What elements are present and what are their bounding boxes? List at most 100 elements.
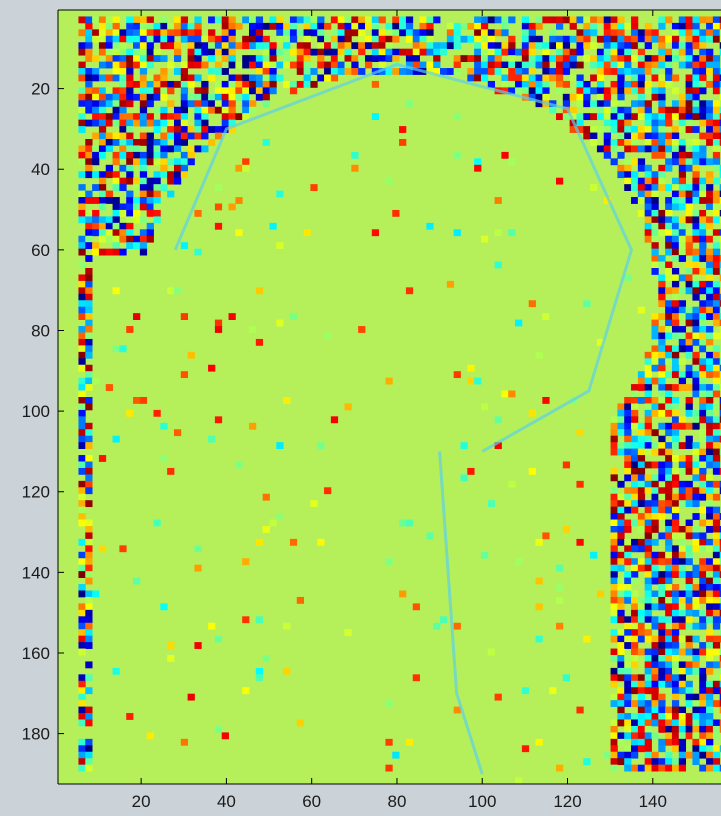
- heatmap-cell: [665, 655, 673, 662]
- heatmap-cell: [651, 29, 659, 37]
- heatmap-cell: [235, 61, 243, 69]
- heatmap-cell: [651, 448, 659, 456]
- heatmap-cell: [631, 197, 639, 204]
- heatmap-cell: [535, 93, 543, 101]
- heatmap-cell: [98, 29, 107, 37]
- heatmap-cell: [173, 119, 182, 127]
- heatmap-cell: [712, 416, 721, 424]
- heatmap-cell: [665, 596, 673, 604]
- heatmap-cell: [269, 61, 277, 69]
- heatmap-cell: [146, 87, 154, 95]
- heatmap-cell: [603, 29, 611, 37]
- heatmap-cell: [624, 416, 632, 424]
- heatmap-cell: [105, 384, 113, 391]
- heatmap-cell: [665, 274, 673, 282]
- heatmap-cell: [167, 287, 175, 295]
- heatmap-cell: [419, 22, 427, 30]
- heatmap-cell: [624, 80, 632, 88]
- heatmap-cell: [153, 216, 161, 224]
- heatmap-cell: [78, 364, 86, 372]
- heatmap-cell: [153, 93, 161, 101]
- heatmap-cell: [637, 377, 646, 385]
- x-tick-label: 20: [132, 792, 151, 811]
- heatmap-cell: [644, 390, 652, 398]
- heatmap-cell: [358, 326, 366, 333]
- heatmap-cell: [78, 461, 86, 469]
- heatmap-cell: [678, 603, 687, 611]
- heatmap-cell: [330, 55, 339, 62]
- heatmap-cell: [719, 429, 721, 437]
- heatmap-cell: [146, 151, 154, 159]
- heatmap-cell: [433, 55, 441, 62]
- heatmap-cell: [194, 48, 202, 56]
- heatmap-cell: [194, 55, 202, 62]
- heatmap-cell: [719, 603, 721, 611]
- heatmap-cell: [658, 132, 666, 140]
- heatmap-cell: [671, 293, 680, 301]
- heatmap-cell: [283, 42, 291, 50]
- heatmap-cell: [644, 190, 652, 198]
- heatmap-cell: [699, 313, 707, 320]
- heatmap-cell: [228, 93, 236, 101]
- heatmap-cell: [685, 596, 693, 604]
- heatmap-cell: [78, 764, 86, 772]
- heatmap-cell: [706, 609, 714, 617]
- heatmap-cell: [637, 635, 646, 643]
- heatmap-cell: [283, 397, 291, 404]
- heatmap-cell: [85, 551, 93, 559]
- heatmap-cell: [706, 416, 714, 424]
- x-tick-label: 40: [217, 792, 236, 811]
- heatmap-cell: [610, 500, 618, 508]
- heatmap-cell: [160, 29, 168, 37]
- heatmap-cell: [719, 416, 721, 424]
- heatmap-cell: [487, 55, 495, 62]
- heatmap-cell: [665, 448, 673, 456]
- heatmap-cell: [255, 87, 264, 95]
- heatmap-cell: [651, 126, 659, 133]
- heatmap-cell: [617, 48, 625, 56]
- heatmap-cell: [712, 100, 721, 108]
- heatmap-cell: [269, 74, 277, 82]
- heatmap-cell: [624, 22, 632, 30]
- heatmap-cell: [665, 358, 673, 366]
- heatmap-cell: [214, 35, 223, 43]
- heatmap-cell: [685, 248, 693, 256]
- heatmap-cell: [671, 661, 680, 669]
- heatmap-cell: [685, 693, 693, 701]
- heatmap-cell: [562, 113, 571, 121]
- heatmap-cell: [699, 87, 707, 95]
- heatmap-cell: [467, 35, 475, 43]
- heatmap-cell: [685, 635, 693, 643]
- heatmap-cell: [153, 177, 161, 185]
- heatmap-cell: [610, 35, 618, 43]
- heatmap-cell: [576, 538, 584, 546]
- heatmap-cell: [658, 216, 666, 224]
- heatmap-cell: [719, 700, 721, 707]
- heatmap-cell: [276, 61, 284, 69]
- heatmap-cell: [719, 190, 721, 198]
- heatmap-cell: [665, 519, 673, 527]
- heatmap-cell: [562, 48, 571, 56]
- heatmap-cell: [692, 706, 700, 714]
- heatmap-cell: [610, 42, 618, 50]
- heatmap-cell: [78, 280, 86, 288]
- heatmap-cell: [160, 22, 168, 30]
- heatmap-cell: [624, 139, 632, 146]
- heatmap-cell: [658, 506, 666, 514]
- heatmap-cell: [712, 280, 721, 288]
- heatmap-cell: [85, 216, 93, 224]
- heatmap-cell: [624, 674, 632, 682]
- heatmap-cell: [712, 371, 721, 379]
- heatmap-cell: [426, 222, 434, 230]
- heatmap-cell: [78, 397, 86, 404]
- heatmap-cell: [631, 416, 639, 424]
- heatmap-cell: [549, 29, 557, 37]
- heatmap-cell: [699, 506, 707, 514]
- heatmap-cell: [671, 680, 680, 688]
- heatmap-cell: [419, 42, 427, 50]
- heatmap-cell: [590, 132, 598, 140]
- heatmap-cell: [678, 248, 687, 256]
- heatmap-cell: [255, 616, 264, 624]
- heatmap-cell: [269, 87, 277, 95]
